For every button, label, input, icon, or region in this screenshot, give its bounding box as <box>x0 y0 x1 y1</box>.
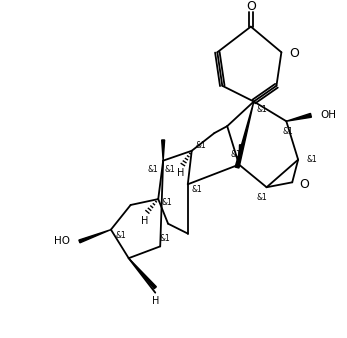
Text: &1: &1 <box>231 150 242 159</box>
Polygon shape <box>162 140 164 161</box>
Text: &1: &1 <box>165 165 176 174</box>
Text: &1: &1 <box>256 193 267 201</box>
Text: HO: HO <box>53 237 69 246</box>
Text: H: H <box>152 295 159 306</box>
Text: H: H <box>177 168 185 178</box>
Text: O: O <box>246 0 256 14</box>
Polygon shape <box>129 258 156 289</box>
Text: H: H <box>141 216 148 226</box>
Text: &1: &1 <box>191 185 202 194</box>
Text: &1: &1 <box>160 234 170 243</box>
Text: &1: &1 <box>195 141 206 150</box>
Text: O: O <box>299 178 309 191</box>
Text: &1: &1 <box>162 197 172 207</box>
Text: OH: OH <box>321 110 337 120</box>
Polygon shape <box>235 101 254 168</box>
Text: &1: &1 <box>116 231 126 240</box>
Text: &1: &1 <box>147 165 158 174</box>
Polygon shape <box>286 114 311 121</box>
Text: &1: &1 <box>306 155 317 164</box>
Polygon shape <box>239 145 243 165</box>
Text: &1: &1 <box>256 105 267 114</box>
Polygon shape <box>79 230 111 243</box>
Text: O: O <box>289 47 299 60</box>
Text: &1: &1 <box>283 127 294 136</box>
